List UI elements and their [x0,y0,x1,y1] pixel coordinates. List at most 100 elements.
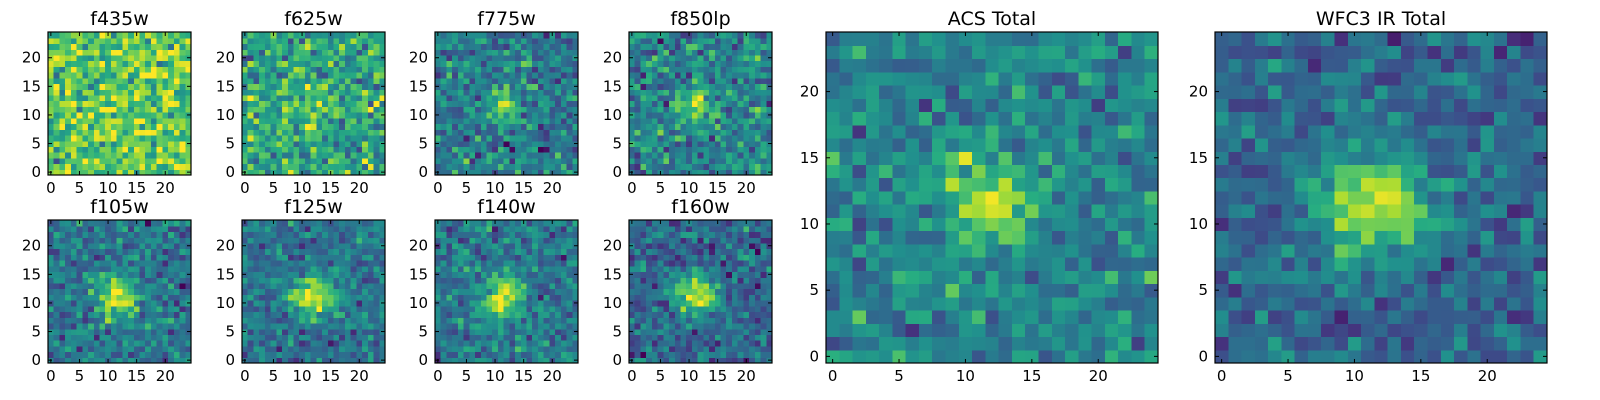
heatmap-cell [469,129,476,136]
heatmap-cell [537,328,545,335]
heatmap-cell [350,100,357,107]
heatmap-cell [145,106,152,113]
heatmap-cell [344,163,352,170]
heatmap-cell [88,72,95,79]
heatmap-cell [59,100,66,107]
heatmap-cell [446,225,453,233]
heatmap-cell [48,89,55,96]
heatmap-cell [150,32,158,39]
heatmap-cell [53,288,61,295]
heatmap-cell [247,100,255,107]
heatmap-cell [110,322,118,330]
heatmap-cell [65,146,72,153]
heatmap-cell [253,225,260,233]
heatmap-cell [457,357,465,364]
heatmap-cell [70,225,78,233]
heatmap-cell [726,169,733,176]
heatmap-cell [150,254,158,261]
heatmap-cell [520,225,528,233]
heatmap-cell [82,117,89,125]
heatmap-cell [497,225,505,233]
heatmap-cell [646,117,653,125]
heatmap-cell [543,89,550,96]
heatmap-cell [720,66,727,73]
heatmap-cell [549,340,556,347]
heatmap-cell [480,89,488,96]
heatmap-cell [520,328,528,335]
heatmap-cell [76,146,83,153]
heatmap-cell [333,152,340,159]
heatmap-cell [680,294,687,301]
heatmap-cell [105,134,112,142]
heatmap-cell [497,322,505,330]
heatmap-cell [59,152,66,159]
heatmap-cell [572,157,579,165]
heatmap-cell [339,271,346,278]
heatmap-cell [520,351,528,358]
heatmap-cell [339,146,346,153]
heatmap-cell [327,43,335,50]
heatmap-cell [766,317,773,324]
heatmap-cell [497,277,505,284]
heatmap-cell [634,146,642,153]
heatmap-cell [270,294,277,301]
heatmap-cell [322,265,329,273]
heatmap-cell [674,311,682,318]
heatmap-cell [743,89,750,96]
heatmap-cell [743,54,750,62]
heatmap-cell [367,220,375,227]
heatmap-cell [339,231,346,238]
heatmap-cell [304,100,312,107]
heatmap-cell [526,94,533,102]
heatmap-cell [76,134,83,142]
heatmap-cell [549,225,556,233]
heatmap-cell [259,317,266,324]
heatmap-cell [526,225,533,233]
heatmap-cell [287,117,295,125]
heatmap-cell [446,72,453,79]
heatmap-cell [515,220,522,227]
heatmap-cell [350,328,357,335]
heatmap-cell [82,157,89,165]
heatmap-cell [440,322,448,330]
heatmap-cell [276,225,283,233]
heatmap-cell [168,220,175,227]
heatmap-cell [299,134,306,142]
heatmap-cell [435,311,442,318]
heatmap-cell [339,32,346,39]
heatmap-cell [247,351,255,358]
heatmap-cell [515,163,522,170]
heatmap-cell [65,163,72,170]
heatmap-cell [634,152,642,159]
heatmap-cell [560,66,568,73]
heatmap-cell [657,112,664,119]
heatmap-cell [82,129,89,136]
heatmap-cell [293,43,300,50]
heatmap-cell [731,322,739,330]
heatmap-cell [93,146,101,153]
heatmap-cell [680,54,687,62]
heatmap-cell [714,43,722,50]
heatmap-cell [669,340,676,347]
heatmap-cell [48,322,55,330]
heatmap-cell [709,140,716,147]
heatmap-cell [333,300,340,307]
heatmap-cell [572,311,579,318]
heatmap-cell [247,123,255,130]
heatmap-cell [70,49,78,56]
heatmap-cell [356,231,363,238]
heatmap-cell [480,294,488,301]
heatmap-cell [566,351,573,358]
heatmap-cell [726,340,733,347]
heatmap-cell [749,134,756,142]
heatmap-cell [270,157,277,165]
heatmap-cell [697,134,704,142]
heatmap-cell [446,328,453,335]
heatmap-cell [48,37,55,45]
heatmap-cell [657,351,664,358]
heatmap-cell [492,294,499,301]
heatmap-cell [316,254,323,261]
heatmap-cell [82,220,89,227]
heatmap-cell [145,54,152,62]
heatmap-cell [362,37,369,45]
